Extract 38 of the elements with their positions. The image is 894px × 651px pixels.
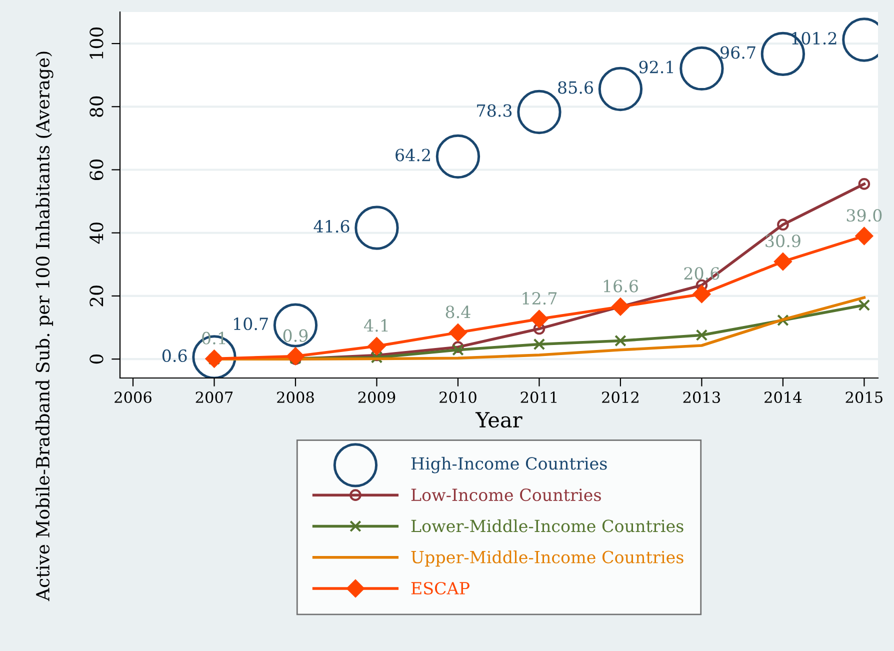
- data-label: 8.4: [446, 306, 470, 318]
- text: Lower-Middle-Income Countries: [411, 519, 684, 532]
- y-tick-label: 0: [90, 354, 104, 364]
- y-tick-label: 20: [90, 286, 104, 306]
- text: ESCAP: [411, 582, 470, 595]
- data-label: 16.6: [604, 280, 638, 292]
- x-tick-label: 2014: [764, 391, 802, 404]
- y-tick-label: 60: [90, 159, 104, 180]
- data-label: 41.6: [314, 220, 350, 233]
- text: High-Income Countries: [411, 456, 607, 474]
- data-label: 78.3: [477, 104, 512, 117]
- data-label: 12.7: [522, 292, 557, 305]
- x-tick-label: 2009: [358, 391, 396, 404]
- data-label: 92.1: [639, 60, 673, 74]
- y-tick-label: 40: [90, 222, 104, 244]
- data-label: 39.0: [846, 209, 882, 222]
- x-tick-label: 2015: [846, 391, 882, 404]
- x-tick-label: 2011: [520, 391, 556, 404]
- data-label: 64.2: [396, 148, 430, 162]
- data-label: 30.9: [766, 234, 800, 248]
- x-tick-label: 2010: [440, 391, 476, 404]
- y-tick-label: 100: [90, 28, 104, 59]
- x-tick-label: 2013: [683, 391, 720, 404]
- data-label: 4.1: [364, 319, 388, 332]
- data-label: 10.7: [234, 318, 268, 330]
- data-label: 0.6: [162, 349, 187, 362]
- x-tick-label: 2006: [114, 391, 152, 404]
- x-tick-label: 2012: [602, 391, 638, 404]
- text: Upper-Middle-Income Countries: [411, 550, 684, 567]
- x-axis-title: Year: [475, 412, 522, 428]
- data-label: 96.7: [720, 46, 756, 59]
- x-tick-label: 2007: [196, 391, 233, 404]
- data-label: 0.9: [283, 329, 308, 342]
- x-tick-label: 2008: [277, 391, 314, 404]
- data-label: 85.6: [558, 81, 594, 94]
- y-axis-title: Active Mobile-Bradband Sub. per 100 Inhabitants (Average): [36, 52, 54, 602]
- text: Low-Income Countries: [411, 488, 601, 502]
- y-tick-label: 80: [90, 96, 104, 117]
